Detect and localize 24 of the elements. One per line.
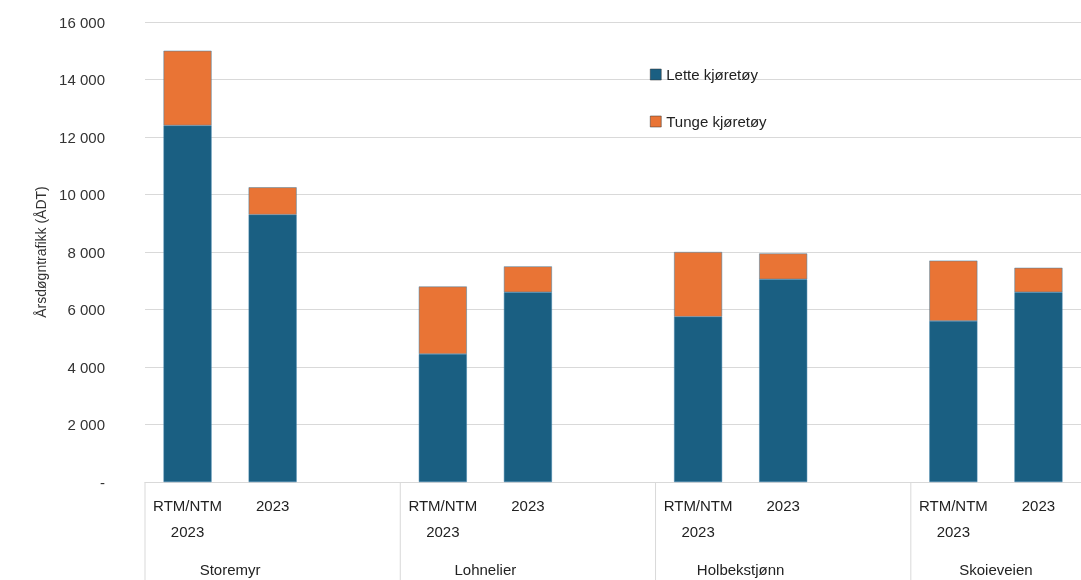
legend-label: Lette kjøretøy [666,66,759,83]
y-tick-label: 6 000 [67,301,105,318]
y-tick-label: 12 000 [59,128,105,146]
y-tick-label: 8 000 [67,243,105,261]
x-tick-label: 2023 [255,496,290,514]
y-tick-label: 14 000 [59,71,105,88]
y-tick-label: - [100,473,105,491]
text: Skoieveien [959,561,1033,578]
x-tick-label: 2023 [511,496,545,514]
legend-label: Tunge kjøretøy [666,113,768,130]
y-tick-label: 4 000 [67,358,105,376]
x-tick-label: RTM/NTM 2023 [918,496,988,540]
x-tick-label: 2023 [1021,496,1056,514]
y-tick-label: 2 000 [67,416,105,433]
x-tick-label: RTM/NTM 2023 [153,496,222,540]
x-tick-label: RTM/NTM 2023 [663,496,733,540]
text: Lohnelier [454,561,517,578]
y-axis-title: Årsdøgntrafikk (ÅDT) [33,186,50,318]
text: Holbekstjønn [696,561,785,578]
y-tick-label: 10 000 [59,186,105,203]
x-tick-label: 2023 [766,496,800,514]
x-tick-label: RTM/NTM 2023 [408,496,478,540]
y-tick-label: 16 000 [59,13,105,31]
text: Storemyr [199,561,261,578]
